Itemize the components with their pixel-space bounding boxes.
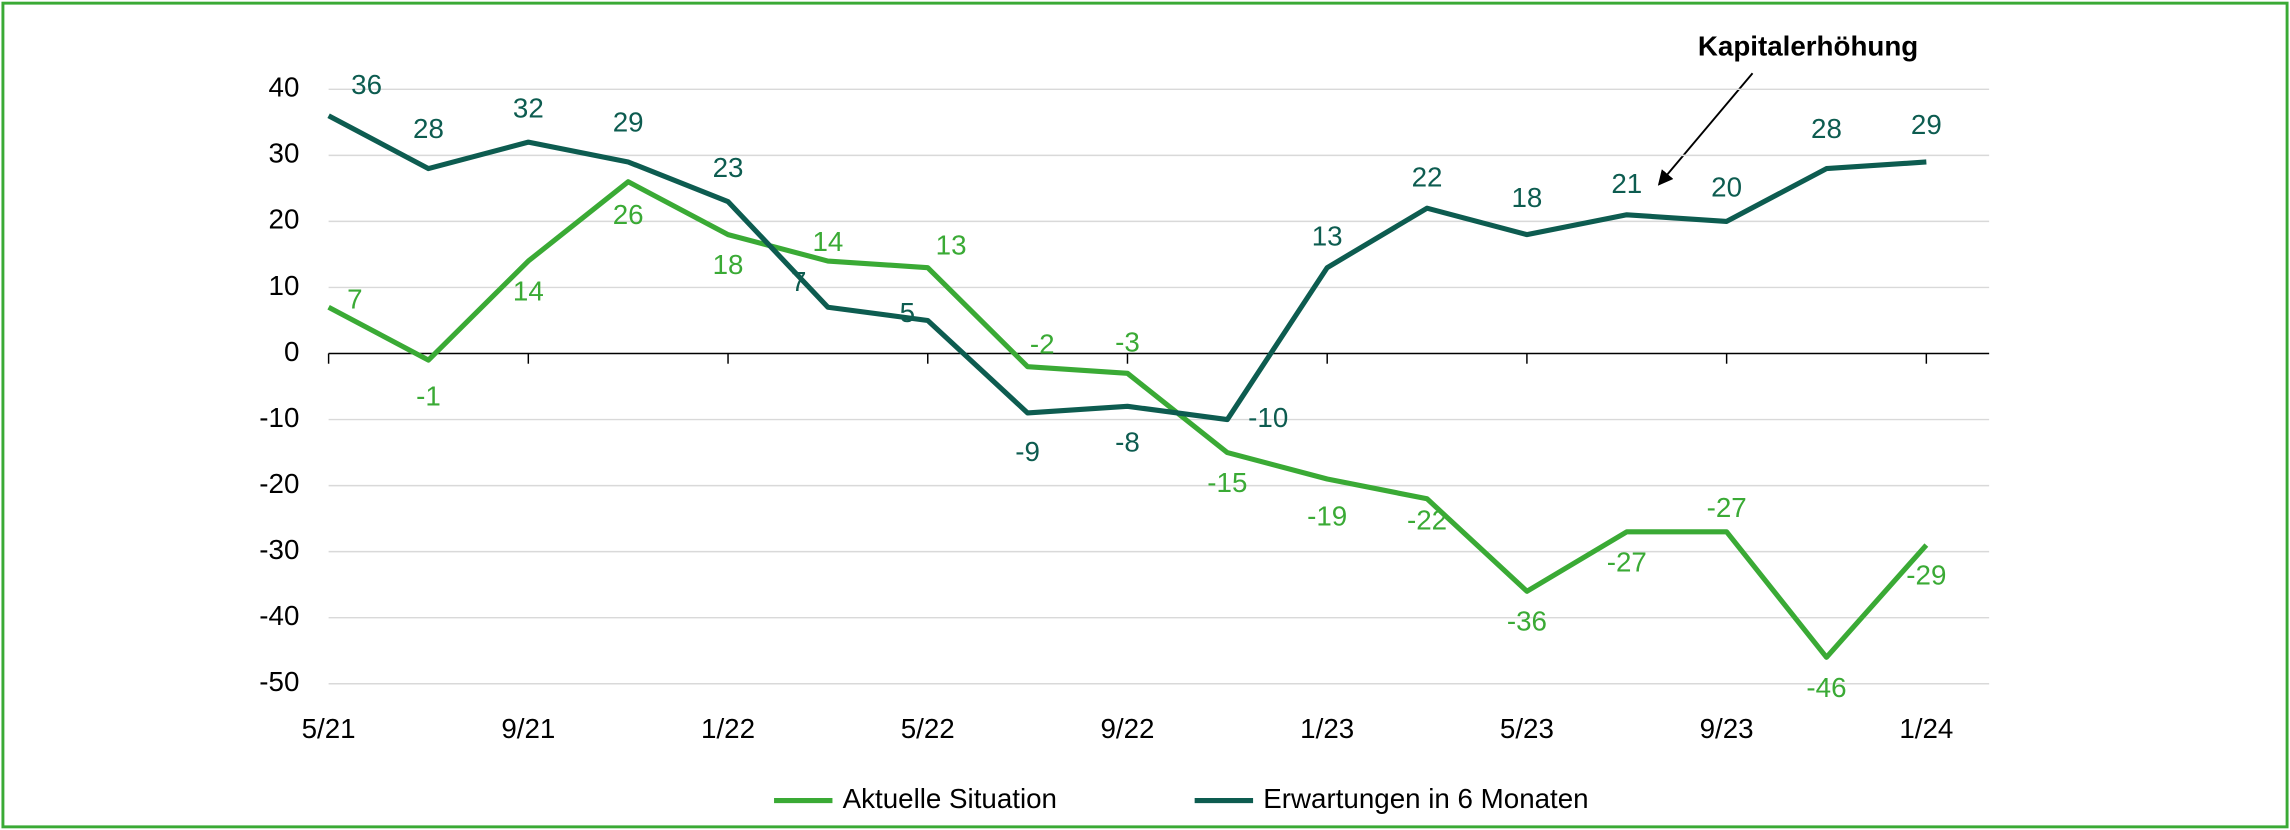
data-label: 20 xyxy=(1711,172,1742,203)
legend-label: Erwartungen in 6 Monaten xyxy=(1263,783,1588,814)
data-label: -19 xyxy=(1307,501,1347,532)
x-tick-label: 1/23 xyxy=(1300,713,1354,744)
data-label: -27 xyxy=(1607,546,1647,577)
legend-label: Aktuelle Situation xyxy=(843,783,1057,814)
data-label: -29 xyxy=(1906,559,1946,590)
data-label: -1 xyxy=(416,380,441,411)
data-label: -3 xyxy=(1115,326,1140,357)
data-label: 13 xyxy=(1312,221,1343,252)
x-tick-label: 1/22 xyxy=(701,713,755,744)
data-label: 18 xyxy=(713,249,744,280)
data-label: 28 xyxy=(413,113,444,144)
data-label: -8 xyxy=(1115,427,1140,458)
y-tick-label: -30 xyxy=(259,534,299,565)
data-label: 23 xyxy=(713,152,744,183)
data-label: 7 xyxy=(347,284,362,315)
y-tick-label: 20 xyxy=(269,204,300,235)
data-label: 14 xyxy=(513,275,544,306)
data-label: -27 xyxy=(1707,492,1747,523)
y-tick-label: 40 xyxy=(269,72,300,103)
y-tick-label: 10 xyxy=(269,270,300,301)
data-label: -10 xyxy=(1248,402,1288,433)
line-series xyxy=(327,179,1929,660)
annotation-arrow xyxy=(1657,72,1754,186)
y-tick-label: 0 xyxy=(284,336,299,367)
line-series xyxy=(327,113,1927,423)
x-tick-label: 5/23 xyxy=(1500,713,1554,744)
x-tick-label: 1/24 xyxy=(1899,713,1953,744)
x-tick-label: 9/22 xyxy=(1100,713,1154,744)
data-label: 29 xyxy=(613,106,644,137)
data-label: -22 xyxy=(1407,504,1447,535)
data-label: 26 xyxy=(613,199,644,230)
data-label: 22 xyxy=(1412,161,1443,192)
data-label: 36 xyxy=(351,69,382,100)
data-label: -15 xyxy=(1207,467,1247,498)
y-tick-label: -50 xyxy=(259,666,299,697)
data-label: -2 xyxy=(1030,329,1055,360)
data-label: 5 xyxy=(900,297,915,328)
data-label: 7 xyxy=(791,266,806,297)
data-label: 18 xyxy=(1511,182,1542,213)
y-tick-label: -20 xyxy=(259,468,299,499)
data-label: -36 xyxy=(1507,606,1547,637)
data-label: -9 xyxy=(1015,436,1040,467)
annotation: Kapitalerhöhung xyxy=(1698,31,1918,62)
x-tick-label: 5/22 xyxy=(901,713,955,744)
data-label: 13 xyxy=(936,230,967,261)
x-tick-label: 9/23 xyxy=(1700,713,1754,744)
x-tick-label: 9/21 xyxy=(501,713,555,744)
data-label: 28 xyxy=(1811,113,1842,144)
y-tick-label: -40 xyxy=(259,600,299,631)
data-label: 32 xyxy=(513,92,544,123)
x-tick-label: 5/21 xyxy=(302,713,356,744)
y-tick-label: -10 xyxy=(259,402,299,433)
data-label: -46 xyxy=(1806,672,1846,703)
data-label: 21 xyxy=(1611,168,1642,199)
data-label: 29 xyxy=(1911,109,1942,140)
data-label: 14 xyxy=(812,226,843,257)
y-tick-label: 30 xyxy=(269,138,300,169)
